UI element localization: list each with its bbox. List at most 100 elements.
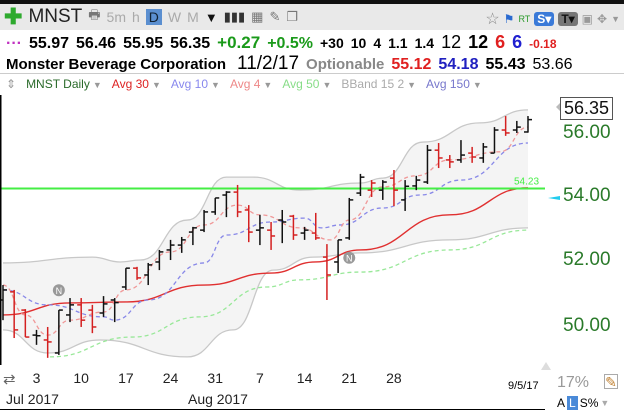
company-value-4: 53.66	[532, 56, 573, 73]
chevron-down-icon[interactable]: ▼	[92, 80, 102, 90]
bollinger-upper	[2, 109, 528, 264]
legend-item[interactable]: Avg 30 ▼	[112, 77, 161, 91]
last-price-box: 56.35	[560, 97, 614, 120]
legend-label: Avg 50	[282, 77, 320, 91]
legend-label: BBand 15 2	[341, 77, 405, 91]
price-pointer-icon	[556, 103, 560, 111]
news-marker-label: N	[56, 286, 63, 296]
chevron-down-icon[interactable]: ▼	[600, 398, 610, 408]
refresh-icon[interactable]: ⇄	[3, 371, 16, 388]
legend-label: MNST Daily	[26, 77, 90, 91]
legend-item[interactable]: Avg 150 ▼	[426, 77, 482, 91]
pencil-icon[interactable]: ✎	[269, 9, 281, 24]
quote-percent: +0.5%	[267, 35, 313, 52]
quote-change: +0.27	[217, 33, 261, 52]
interval-daily[interactable]: D	[145, 9, 162, 25]
news-marker-icon	[52, 284, 65, 297]
s-button[interactable]: S▾	[534, 12, 555, 26]
x-tick-label: 24	[162, 370, 179, 386]
divider	[0, 409, 545, 410]
legend-item[interactable]: MNST Daily ▼	[26, 77, 102, 91]
legend-item[interactable]: Avg 10 ▼	[171, 77, 220, 91]
y-label-54: 54.00	[563, 185, 611, 206]
scale-log[interactable]: L	[567, 396, 578, 410]
legend-label: Avg 10	[170, 77, 209, 91]
field-1: +30	[320, 35, 344, 51]
scale-mode: A L S% ▼	[557, 396, 609, 410]
divider	[0, 73, 624, 74]
legend-label: Avg 150	[426, 77, 470, 91]
chevron-down-icon[interactable]: ▼	[211, 80, 220, 90]
chevron-down-icon[interactable]: ▼	[151, 80, 161, 90]
interval-monthly[interactable]: M	[187, 9, 199, 25]
current-price-marker-icon	[548, 196, 560, 200]
add-symbol-icon[interactable]: ✚	[4, 4, 23, 29]
print-icon[interactable]: 🖶	[88, 7, 101, 22]
legend-item[interactable]: Avg 50 ▼	[282, 77, 331, 91]
company-date: 11/2/17	[237, 53, 300, 74]
scale-arith[interactable]: A	[557, 396, 566, 410]
x-tick-label: 31	[207, 370, 224, 386]
x-tick-label: 3	[32, 370, 41, 386]
legend-label: Avg 30	[111, 77, 149, 91]
company-name: Monster Beverage Corporation	[6, 56, 227, 73]
bollinger-lower	[2, 227, 528, 358]
field-6: 12	[441, 32, 462, 52]
chevron-down-icon[interactable]: ▼	[263, 80, 273, 90]
avg-30-line	[2, 187, 528, 316]
move-icon[interactable]: ✥	[597, 12, 608, 26]
quote-high: 56.46	[76, 35, 117, 52]
scale-percent[interactable]: S%	[579, 396, 599, 410]
chevron-down-icon[interactable]: ▼	[204, 9, 218, 25]
avg-50-line	[49, 229, 528, 358]
field-2: 10	[350, 35, 367, 51]
save-icon[interactable]: ▣	[581, 12, 594, 26]
bollinger-band-fill	[3, 109, 528, 357]
toolbar-right: ☆ ⚑ RT S▾ T▾ ▣ ✥ ▼	[485, 9, 620, 29]
indicator-legend: ⇕ MNST Daily ▼ Avg 30 ▼ Avg 10 ▼ Avg 4 ▼ Avg 50 ▼…	[6, 77, 482, 91]
t-button[interactable]: T▾	[558, 12, 578, 26]
chevron-down-icon[interactable]: ▼	[472, 80, 482, 90]
star-icon[interactable]: ☆	[485, 11, 500, 28]
field-5: 1.4	[414, 35, 435, 51]
company-value-1: 55.12	[391, 56, 432, 73]
resize-icon[interactable]: ⇕	[6, 77, 17, 91]
avg-10-line	[2, 142, 528, 321]
chevron-down-icon[interactable]: ▼	[322, 80, 332, 90]
plot-area: 54.23 N N	[0, 109, 545, 358]
news-marker-icon	[343, 251, 356, 264]
quote-open: 55.97	[28, 35, 70, 52]
zoom-level[interactable]: 17%	[557, 374, 590, 391]
month-label-aug: Aug 2017	[188, 391, 248, 407]
flag-icon[interactable]: ⚑	[503, 12, 515, 26]
interval-5m[interactable]: 5m	[106, 9, 126, 25]
y-label-52: 52.00	[563, 249, 611, 270]
interval-weekly[interactable]: W	[167, 9, 182, 25]
month-label-jul: Jul 2017	[6, 391, 59, 407]
legend-item[interactable]: Avg 4 ▼	[230, 77, 272, 91]
quote-last: 56.35	[170, 35, 211, 52]
y-label-56: 56.00	[563, 122, 611, 143]
field-3: 4	[373, 35, 382, 51]
chevron-down-icon[interactable]: ▼	[407, 80, 417, 90]
field-10: -0.18	[529, 37, 557, 51]
calendar-add-icon[interactable]: ▦	[251, 9, 264, 24]
chevron-down-icon[interactable]: ▼	[611, 14, 620, 24]
bar-chart-icon[interactable]: ▮▮▮	[223, 9, 246, 24]
pencil-icon[interactable]: ✎	[604, 374, 618, 390]
folder-icon[interactable]: ❐	[286, 9, 299, 24]
symbol-label[interactable]: MNST	[28, 6, 83, 27]
toolbar: ✚ MNST 🖶 5m h D W M ▼ ▮▮▮ ▦ ✎ ❐ ☆ ⚑ RT S…	[0, 0, 624, 30]
field-7: 12	[468, 32, 489, 52]
more-icon[interactable]: ···	[6, 35, 22, 52]
legend-item[interactable]: BBand 15 2 ▼	[341, 77, 416, 91]
y-label-50: 50.00	[563, 315, 611, 336]
field-8: 6	[495, 32, 506, 52]
company-row: Monster Beverage Corporation 11/2/17 Opt…	[6, 53, 573, 75]
legend-label: Avg 4	[229, 77, 261, 91]
realtime-label[interactable]: RT	[518, 14, 531, 24]
optionable-label: Optionable	[306, 56, 385, 73]
interval-hourly[interactable]: h	[132, 9, 140, 25]
x-tick-label: 10	[73, 370, 89, 386]
